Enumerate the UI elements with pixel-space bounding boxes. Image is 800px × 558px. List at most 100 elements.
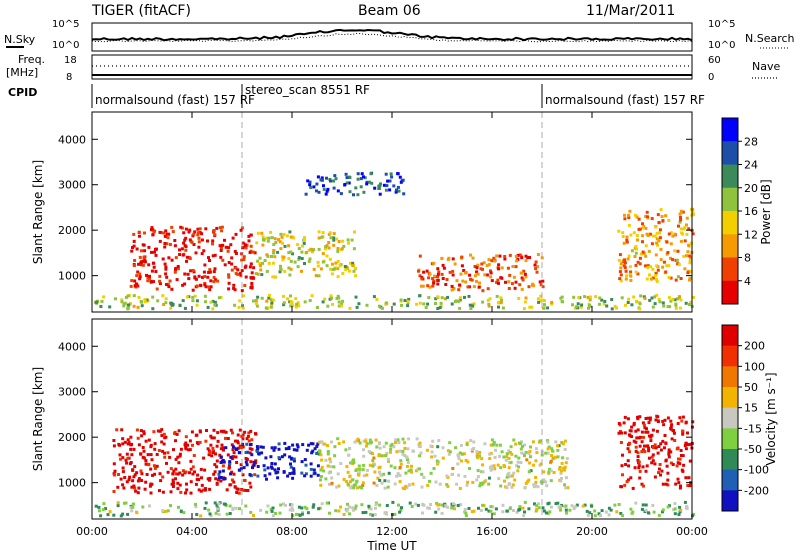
echo-cell <box>230 268 234 272</box>
echo-cell <box>432 261 436 265</box>
echo-cell <box>272 249 276 252</box>
echo-cell <box>164 265 168 269</box>
echo-cell <box>647 511 650 515</box>
echo-cell <box>260 273 264 277</box>
echo-cell <box>196 473 200 477</box>
echo-cell <box>291 471 295 475</box>
echo-cell <box>227 273 231 277</box>
echo-cell <box>319 475 323 478</box>
echo-cell <box>337 509 341 513</box>
echo-cell <box>222 448 225 452</box>
echo-cell <box>325 501 329 505</box>
echo-cell <box>251 250 255 254</box>
echo-cell <box>634 263 638 267</box>
echo-cell <box>635 436 639 440</box>
echo-cell <box>251 299 255 303</box>
echo-cell <box>257 452 261 456</box>
echo-cell <box>364 510 368 514</box>
echo-cell <box>379 182 382 186</box>
echo-cell <box>266 466 270 470</box>
echo-cell <box>462 452 466 456</box>
echo-cell <box>272 251 276 255</box>
echo-cell <box>476 263 480 267</box>
echo-cell <box>153 466 157 470</box>
echo-cell <box>497 263 501 267</box>
echo-cell <box>531 282 535 286</box>
echo-cell <box>254 432 257 436</box>
echo-cell <box>249 443 253 446</box>
echo-cell <box>307 259 311 263</box>
echo-cell <box>250 438 254 442</box>
echo-cell <box>635 234 639 237</box>
colorbar-segment <box>722 257 738 282</box>
echo-cell <box>129 302 132 306</box>
colorbar-tick-label: 100 <box>744 360 765 373</box>
echo-cell <box>667 296 671 300</box>
echo-cell <box>162 303 166 306</box>
echo-cell <box>231 508 235 511</box>
echo-cell <box>638 302 642 306</box>
echo-cell <box>643 450 647 453</box>
echo-cell <box>269 230 273 234</box>
echo-cell <box>267 236 271 240</box>
echo-cell <box>688 259 692 263</box>
echo-cell <box>516 460 520 464</box>
echo-cell <box>326 187 330 191</box>
echo-cell <box>410 464 413 468</box>
echo-cell <box>142 432 146 436</box>
echo-cell <box>450 284 454 288</box>
echo-cell <box>401 452 405 456</box>
echo-cell <box>361 484 365 487</box>
echo-cell <box>420 472 424 476</box>
echo-cell <box>429 471 433 475</box>
echo-cell <box>206 305 210 309</box>
echo-cell <box>488 457 492 460</box>
echo-cell <box>234 271 238 275</box>
echo-cell <box>459 459 463 463</box>
echo-cell <box>667 264 671 268</box>
echo-cell <box>365 442 369 446</box>
echo-cell <box>164 229 168 233</box>
echo-cell <box>171 485 175 488</box>
echo-cell <box>428 479 431 483</box>
echo-cell <box>165 283 168 287</box>
echo-cell <box>255 304 259 308</box>
y-tick-label: 2000 <box>58 431 86 444</box>
echo-cell <box>510 452 514 456</box>
echo-cell <box>179 510 183 514</box>
echo-cell <box>213 470 217 474</box>
echo-cell <box>641 250 645 254</box>
echo-cell <box>661 219 665 223</box>
echo-cell <box>165 242 169 246</box>
echo-cell <box>356 437 360 441</box>
echo-cell <box>113 473 117 477</box>
echo-cell <box>661 482 665 486</box>
echo-cell <box>169 306 173 310</box>
echo-cell <box>652 510 656 514</box>
echo-cell <box>170 301 174 305</box>
echo-cell <box>666 478 670 482</box>
echo-cell <box>312 267 316 271</box>
echo-cell <box>335 296 339 300</box>
echo-cell <box>351 459 355 463</box>
echo-cell <box>331 302 334 306</box>
echo-cell <box>206 477 210 481</box>
echo-cell <box>654 271 658 275</box>
echo-cell <box>137 486 141 490</box>
echo-cell <box>628 433 631 437</box>
x-tick-label: 04:00 <box>176 525 208 538</box>
echo-cell <box>524 259 528 263</box>
echo-cell <box>303 474 307 478</box>
echo-cell <box>252 460 256 464</box>
echo-cell <box>429 444 433 448</box>
echo-cell <box>219 479 223 483</box>
echo-cell <box>294 297 298 301</box>
echo-cell <box>141 243 145 247</box>
echo-cell <box>203 487 207 491</box>
echo-cell <box>421 511 424 515</box>
echo-cell <box>398 175 402 179</box>
echo-cell <box>224 446 228 450</box>
echo-cell <box>348 306 352 310</box>
echo-cell <box>321 252 325 256</box>
echo-cell <box>542 470 546 474</box>
